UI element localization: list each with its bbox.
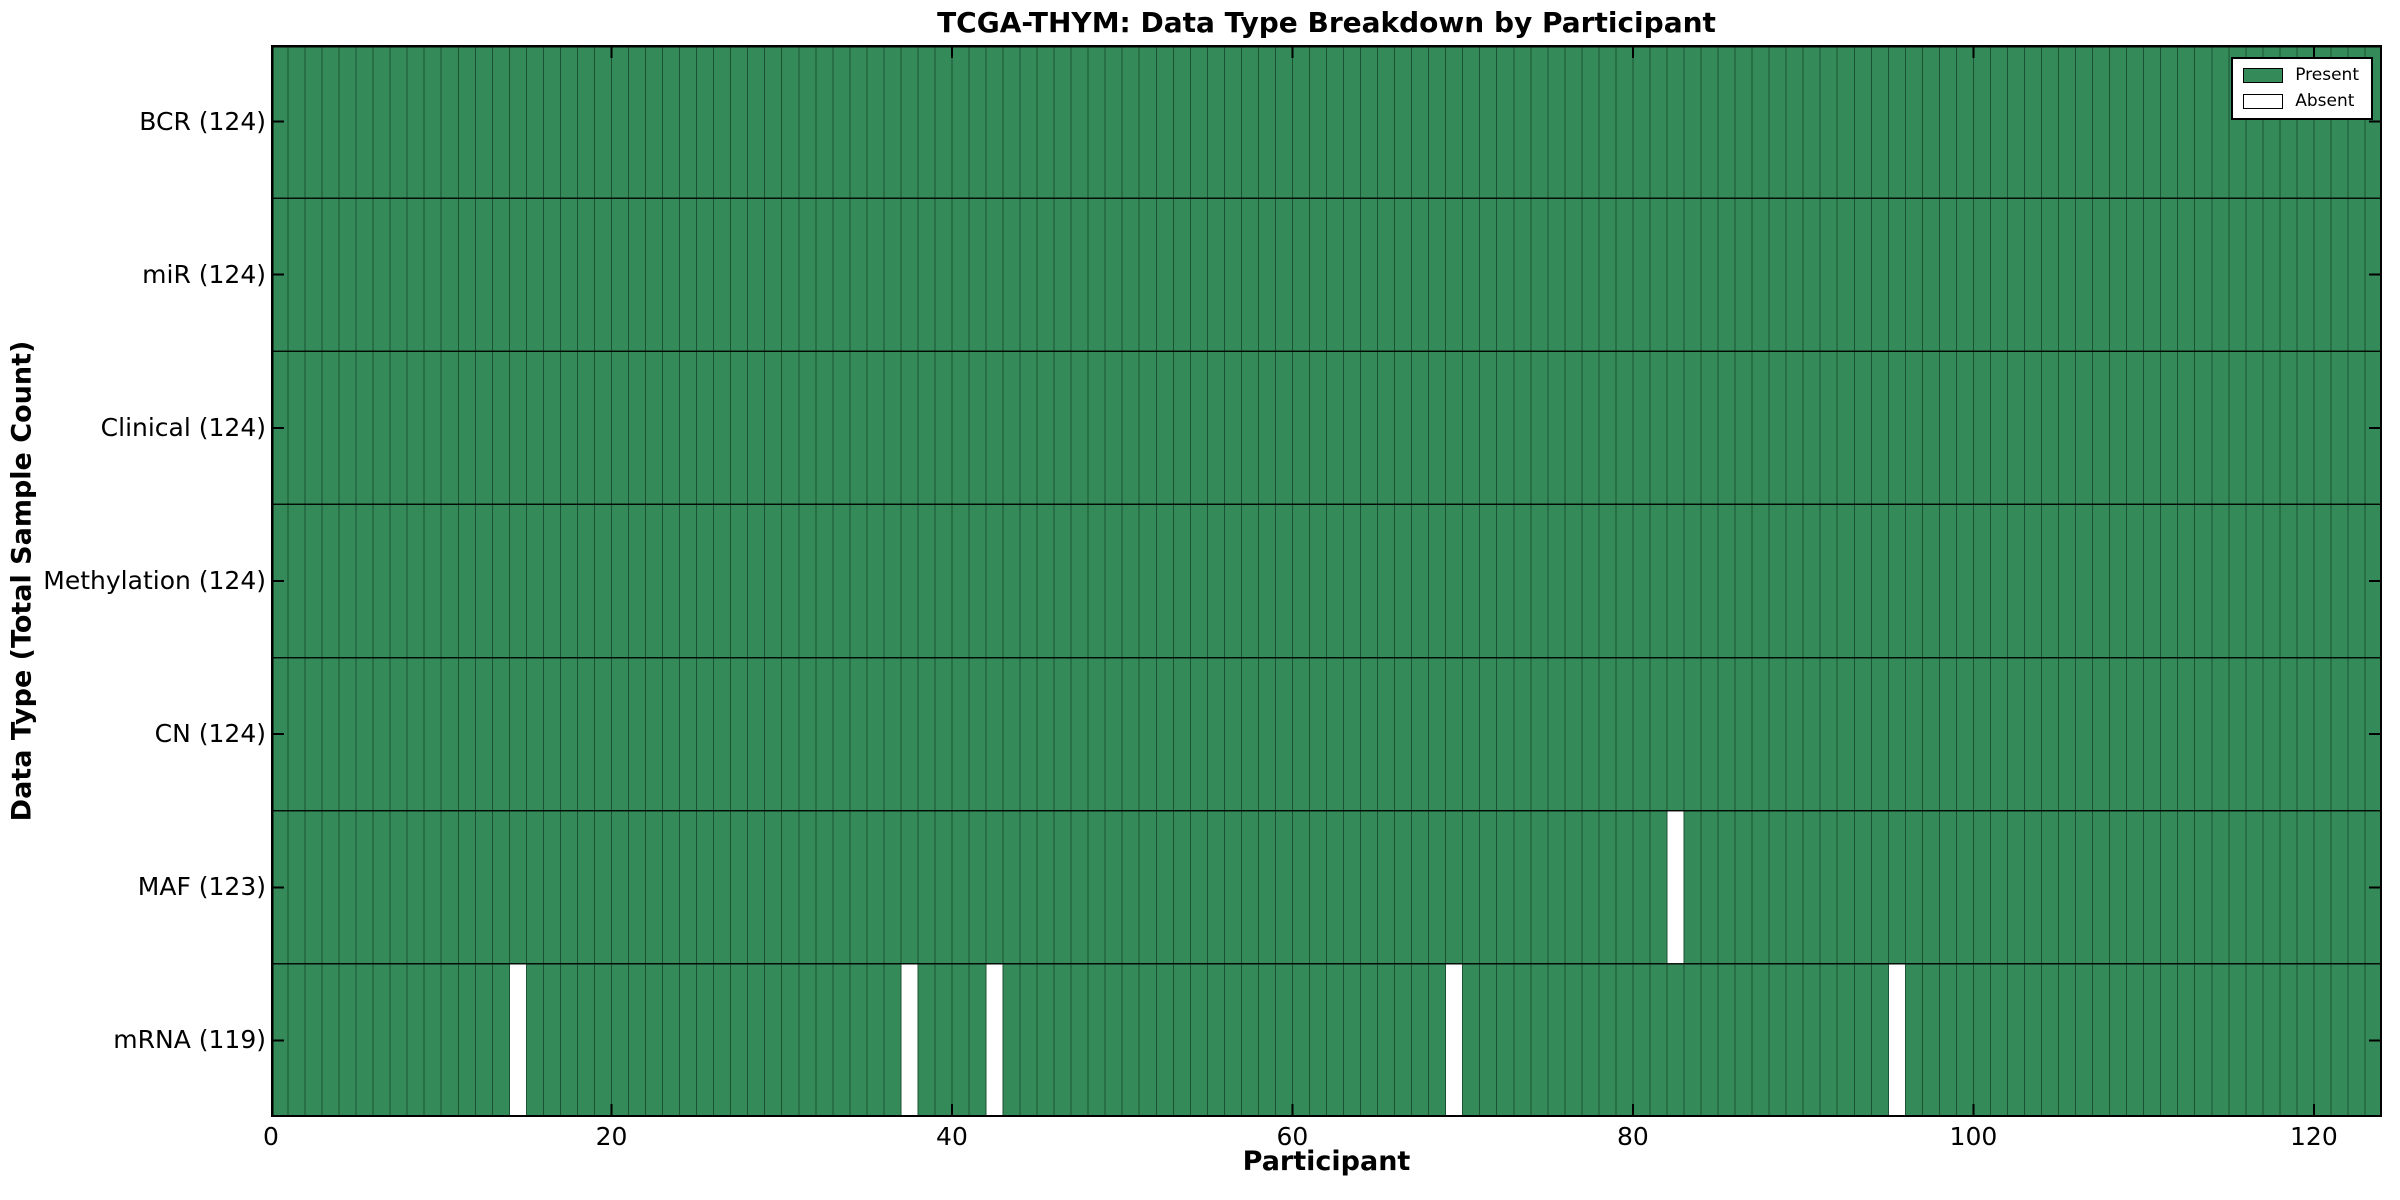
plot-area: [271, 45, 2382, 1117]
legend: Present Absent: [2231, 57, 2373, 120]
legend-label: Present: [2295, 65, 2359, 85]
x-tick-label: 20: [595, 1122, 628, 1151]
x-tick-label: 100: [1949, 1122, 1998, 1151]
x-tick-label: 0: [263, 1122, 279, 1151]
x-tick-label: 80: [1617, 1122, 1649, 1151]
legend-item: Present: [2243, 66, 2359, 85]
chart-title: TCGA-THYM: Data Type Breakdown by Partic…: [937, 6, 1716, 39]
y-tick-label: mRNA (119): [113, 1025, 266, 1055]
y-tick-label: CN (124): [154, 719, 266, 749]
y-tick-label: BCR (124): [139, 106, 266, 136]
tick-marks: [271, 46, 2381, 1116]
y-tick-label: Clinical (124): [100, 412, 266, 442]
row-dividers: [271, 197, 2382, 965]
y-tick-label: Methylation (124): [43, 566, 266, 595]
x-tick-label: 40: [936, 1122, 968, 1151]
axes-frame: [271, 45, 2382, 1117]
legend-label: Absent: [2295, 91, 2355, 111]
y-tick-label: miR (124): [142, 259, 266, 289]
legend-swatch-absent: [2243, 94, 2284, 109]
x-tick-label: 120: [2290, 1122, 2338, 1151]
x-axis-label: Participant: [1242, 1146, 1411, 1177]
y-tick-label: MAF (123): [137, 872, 266, 902]
heatmap-cells: [271, 45, 2382, 1117]
legend-swatch-present: [2243, 68, 2284, 83]
x-tick-label: 60: [1276, 1122, 1309, 1151]
legend-item: Absent: [2243, 92, 2359, 111]
